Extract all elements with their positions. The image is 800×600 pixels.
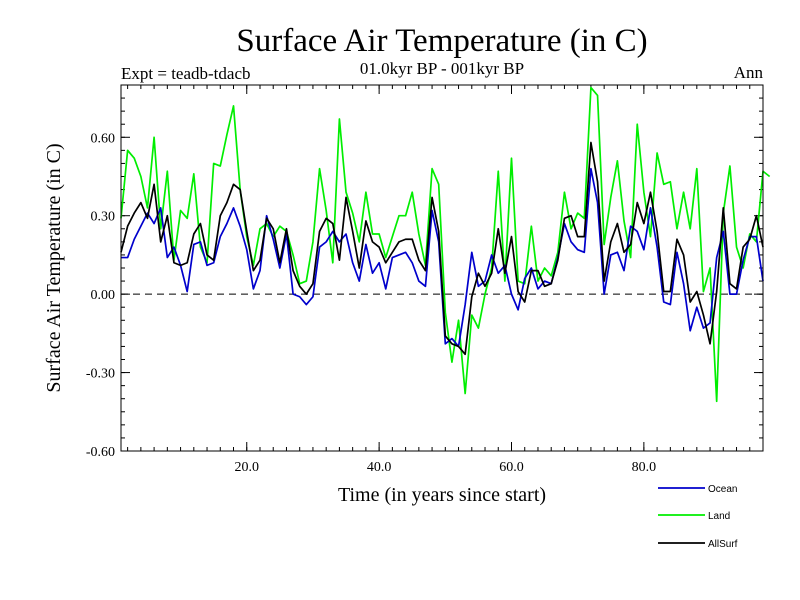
- y-axis-label: Surface Air Temperature (in C): [43, 143, 65, 392]
- legend: Ocean Land AllSurf: [658, 484, 738, 550]
- y-tick-label: -0.30: [86, 367, 115, 382]
- x-axis-label: Time (in years since start): [338, 484, 546, 506]
- y-tick-label: 0.00: [91, 288, 116, 303]
- chart-season: Ann: [734, 63, 764, 82]
- x-tick-label: 20.0: [235, 460, 260, 475]
- legend-label-land: Land: [708, 511, 730, 522]
- y-tick-label: 0.60: [91, 131, 116, 146]
- y-tick-label: -0.60: [86, 445, 115, 460]
- series-line-land: [120, 86, 771, 403]
- legend-label-ocean: Ocean: [708, 484, 737, 495]
- plot-frame: [120, 84, 764, 452]
- chart-title: Surface Air Temperature (in C): [236, 23, 647, 59]
- x-tick-label: 80.0: [632, 460, 657, 475]
- chart-experiment: Expt = teadb-tdacb: [121, 64, 250, 83]
- series-line-allsurf: [120, 141, 764, 356]
- x-tick-label: 40.0: [367, 460, 392, 475]
- legend-label-allsurf: AllSurf: [708, 539, 738, 550]
- y-tick-label: 0.30: [91, 210, 116, 225]
- chart-subtitle: 01.0kyr BP - 001kyr BP: [360, 59, 524, 78]
- x-tick-label: 60.0: [499, 460, 524, 475]
